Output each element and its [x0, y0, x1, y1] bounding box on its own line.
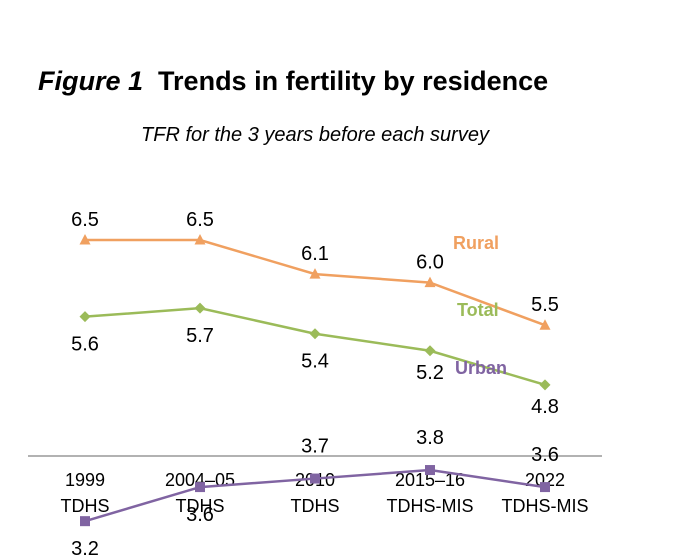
chart-subtitle: TFR for the 3 years before each survey [141, 124, 489, 146]
total-value-label-4: 4.8 [531, 396, 559, 418]
urban-value-label-4: 3.6 [531, 444, 559, 466]
total-value-label-3: 5.2 [416, 362, 444, 384]
total-marker-2 [309, 328, 321, 340]
total-marker-1 [194, 302, 206, 314]
total-marker-0 [79, 311, 91, 323]
urban-marker-1 [195, 482, 205, 493]
rural-value-label-1: 6.5 [186, 209, 214, 231]
urban-value-label-0: 3.2 [71, 538, 99, 556]
rural-value-label-4: 5.5 [531, 294, 559, 316]
rural-value-label-3: 6.0 [416, 252, 444, 274]
total-value-label-2: 5.4 [301, 351, 329, 373]
urban-marker-4 [540, 482, 550, 493]
rural-marker-2 [309, 268, 321, 279]
total-marker-4 [539, 379, 551, 391]
urban-value-label-2: 3.7 [301, 436, 329, 458]
urban-marker-0 [80, 516, 90, 527]
x-tick-label-1-line2: TDHS [176, 496, 225, 516]
rural-marker-1 [194, 234, 206, 245]
chart-title: Figure 1 Trends in fertility by residenc… [38, 66, 548, 97]
x-tick-label-3-line1: 2015–16 [395, 470, 465, 490]
total-marker-3 [424, 345, 436, 357]
figure-title-text: Trends in fertility by residence [158, 66, 549, 96]
urban-marker-3 [425, 465, 435, 476]
series-name-label-total: Total [457, 300, 499, 320]
x-tick-label-0-line1: 1999 [65, 470, 105, 490]
figure-label: Figure 1 [38, 66, 144, 96]
rural-value-label-0: 6.5 [71, 209, 99, 231]
rural-marker-3 [424, 276, 436, 288]
urban-value-label-3: 3.8 [416, 427, 444, 449]
x-tick-label-2-line2: TDHS [291, 496, 340, 516]
rural-value-label-2: 6.1 [301, 243, 329, 265]
urban-value-label-1: 3.6 [186, 504, 214, 526]
x-tick-label-4-line2: TDHS-MIS [502, 496, 589, 516]
series-name-label-rural: Rural [453, 233, 499, 253]
x-tick-label-3-line2: TDHS-MIS [387, 496, 474, 516]
x-tick-label-0-line2: TDHS [61, 496, 110, 516]
urban-marker-2 [310, 473, 320, 484]
rural-marker-0 [79, 234, 91, 245]
rural-marker-4 [539, 319, 551, 330]
total-value-label-1: 5.7 [186, 325, 214, 347]
series-name-label-urban: Urban [455, 358, 507, 378]
total-value-label-0: 5.6 [71, 334, 99, 356]
